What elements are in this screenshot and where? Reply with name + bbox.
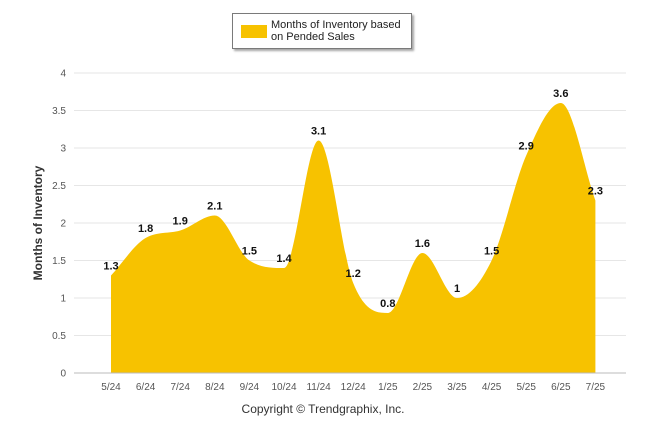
legend: Months of Inventory based on Pended Sale… (232, 13, 412, 49)
data-label: 2.3 (588, 186, 603, 198)
y-tick-label: 3.5 (52, 106, 66, 117)
y-tick-label: 0 (60, 369, 66, 380)
legend-label: Months of Inventory based on Pended Sale… (271, 19, 401, 43)
x-tick-label: 4/25 (482, 382, 502, 393)
legend-label-line2: on Pended Sales (271, 31, 355, 43)
y-tick-label: 2 (60, 219, 66, 230)
series-area (111, 103, 596, 373)
data-label: 3.6 (553, 88, 568, 100)
data-label: 1 (454, 283, 460, 295)
x-tick-label: 7/24 (170, 382, 190, 393)
y-tick-label: 3 (60, 144, 66, 155)
data-label: 1.4 (276, 253, 292, 265)
y-tick-label: 2.5 (52, 181, 66, 192)
data-label: 1.6 (415, 238, 430, 250)
legend-label-line1: Months of Inventory based (271, 19, 401, 31)
x-tick-label: 3/25 (447, 382, 467, 393)
data-label: 1.3 (103, 261, 118, 273)
data-label: 1.9 (173, 216, 188, 228)
data-label: 3.1 (311, 126, 326, 138)
data-label: 2.9 (519, 141, 534, 153)
y-tick-label: 1 (60, 294, 66, 305)
x-tick-label: 5/25 (516, 382, 536, 393)
x-tick-label: 12/24 (341, 382, 366, 393)
data-label: 1.5 (484, 246, 499, 258)
legend-swatch (241, 24, 267, 38)
data-labels: 1.3 1.8 1.9 2.1 1.5 1.4 3.1 1.2 0.8 1.6 1 1.5 2.9 3.6… (103, 88, 603, 310)
y-tick-label: 1.5 (52, 256, 66, 267)
data-label: 1.2 (346, 268, 361, 280)
x-tick-label: 11/24 (306, 382, 331, 393)
x-tick-label: 7/25 (586, 382, 606, 393)
x-tick-label: 10/24 (271, 382, 296, 393)
x-tick-label: 6/25 (551, 382, 571, 393)
data-label: 1.8 (138, 223, 153, 235)
x-tick-label: 1/25 (378, 382, 398, 393)
copyright-text: Copyright © Trendgraphix, Inc. (241, 402, 405, 416)
y-axis-ticks: 0 0.5 1 1.5 2 2.5 3 3.5 4 (52, 69, 66, 380)
data-label: 2.1 (207, 201, 222, 213)
data-label: 0.8 (380, 298, 395, 310)
x-axis-ticks: 5/24 6/24 7/24 8/24 9/24 10/24 11/24 12/24 1/25 2… (101, 382, 605, 393)
y-axis-title: Months of Inventory (31, 165, 45, 280)
x-tick-label: 6/24 (136, 382, 156, 393)
y-tick-label: 4 (60, 69, 66, 80)
x-tick-label: 2/25 (413, 382, 433, 393)
x-tick-label: 8/24 (205, 382, 225, 393)
x-tick-label: 9/24 (240, 382, 260, 393)
x-tick-label: 5/24 (101, 382, 121, 393)
y-tick-label: 0.5 (52, 331, 66, 342)
data-label: 1.5 (242, 246, 257, 258)
